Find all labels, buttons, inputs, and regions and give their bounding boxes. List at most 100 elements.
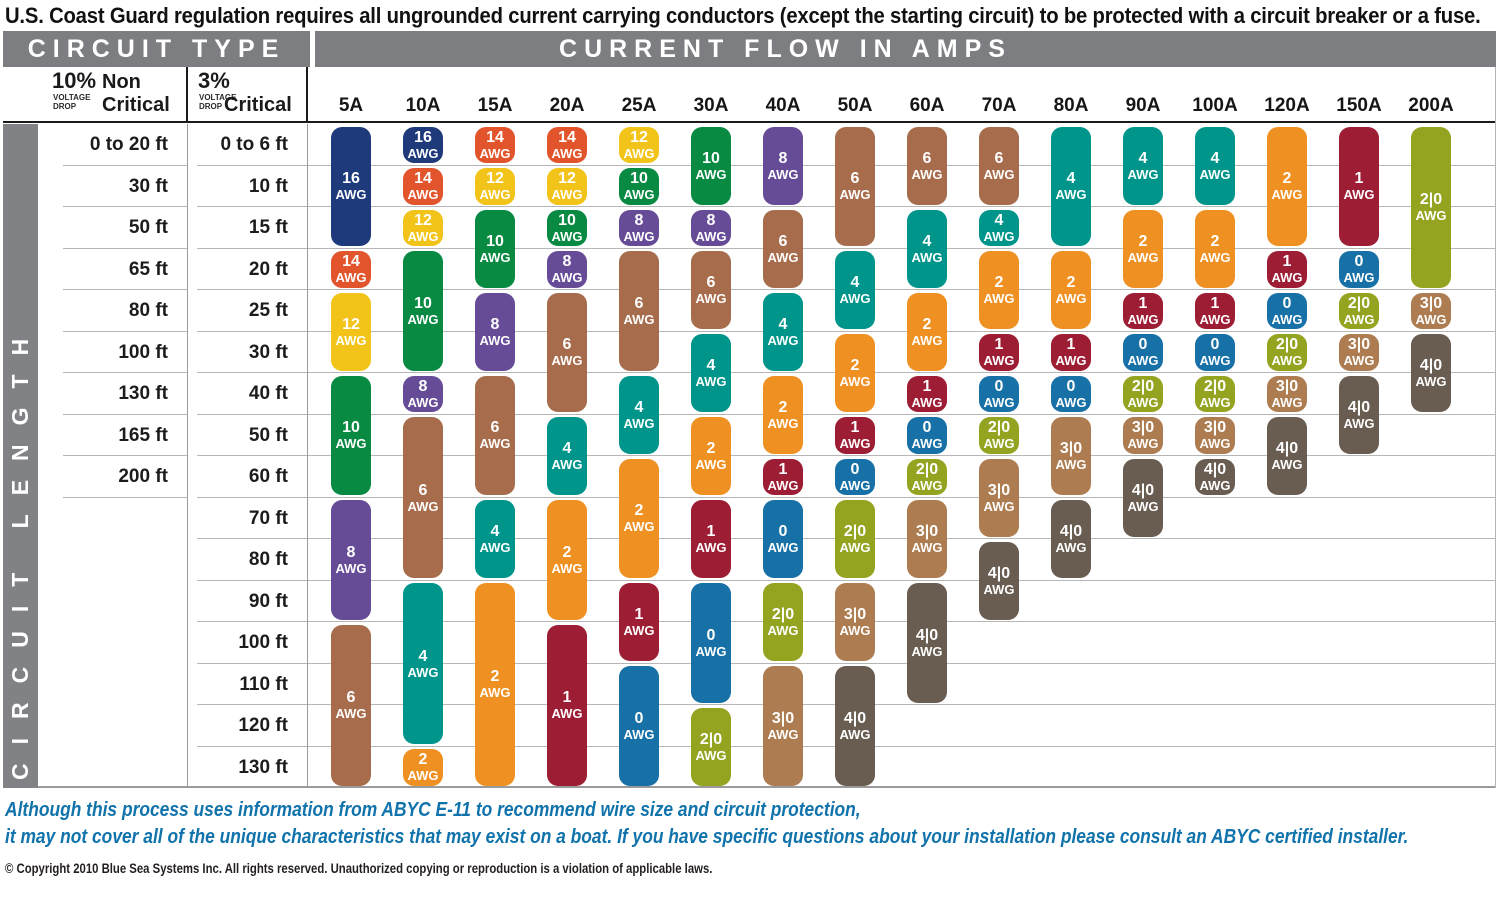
awg-unit-label: AWG	[695, 643, 727, 659]
table-bottom-border	[3, 786, 1496, 788]
amp-column-header: 10A	[405, 95, 441, 116]
awg-unit-label: AWG	[983, 498, 1015, 514]
awg-bar: 0 AWG	[1051, 375, 1091, 412]
awg-unit-label: AWG	[839, 291, 871, 306]
amp-column-header: 80A	[1053, 95, 1089, 116]
awg-unit-label: AWG	[1271, 187, 1303, 203]
awg-unit-label: AWG	[407, 394, 439, 410]
awg-unit-label: AWG	[1343, 353, 1375, 369]
awg-bar: 0 AWG	[907, 417, 947, 454]
awg-size-label: 0	[850, 460, 860, 478]
awg-unit-label: AWG	[695, 374, 727, 389]
awg-size-label: 4|0	[915, 626, 939, 644]
awg-size-label: 8	[706, 211, 716, 229]
awg-bar: 3|0 AWG	[835, 583, 875, 661]
awg-size-label: 3|0	[843, 606, 867, 623]
awg-bar: 4 AWG	[835, 251, 875, 329]
awg-bar: 2|0 AWG	[691, 707, 731, 786]
amp-column-header: 90A	[1125, 95, 1161, 116]
awg-size-label: 12	[558, 170, 576, 188]
awg-size-label: 2|0	[771, 606, 795, 623]
length-label-critical: 120 ft	[238, 715, 288, 736]
awg-unit-label: AWG	[479, 249, 511, 265]
awg-size-label: 2	[490, 668, 500, 686]
awg-bar: 2 AWG	[547, 500, 587, 620]
awg-unit-label: AWG	[1127, 436, 1159, 452]
awg-size-label: 6	[634, 294, 644, 312]
awg-unit-label: AWG	[1127, 498, 1159, 514]
awg-bar: 6 AWG	[403, 417, 443, 578]
awg-bar: 10 AWG	[619, 168, 659, 205]
amp-column-header: 100A	[1192, 95, 1238, 116]
awg-bar: 8 AWG	[475, 292, 515, 371]
length-label-critical: 110 ft	[239, 673, 288, 695]
awg-unit-label: AWG	[1271, 311, 1303, 327]
awg-size-label: 6	[346, 689, 356, 706]
gridline	[197, 538, 307, 539]
awg-unit-label: AWG	[839, 726, 871, 742]
length-label-non-critical: 130 ft	[118, 383, 168, 404]
gridline	[197, 621, 307, 622]
awg-unit-label: AWG	[695, 540, 727, 555]
awg-size-label: 6	[706, 274, 716, 291]
awg-bar: 10 AWG	[403, 251, 443, 371]
awg-unit-label: AWG	[1343, 270, 1375, 286]
awg-size-label: 0	[1210, 336, 1220, 354]
awg-unit-label: AWG	[623, 187, 655, 203]
awg-bar: 4 AWG	[691, 334, 731, 412]
awg-unit-label: AWG	[551, 187, 583, 203]
awg-size-label: 2|0	[1203, 377, 1227, 395]
awg-bar: 2 AWG	[907, 292, 947, 371]
awg-unit-label: AWG	[1055, 353, 1087, 369]
awg-bar: 4|0 AWG	[1339, 375, 1379, 454]
awg-bar: 8 AWG	[691, 209, 731, 246]
awg-bar: 2|0 AWG	[1195, 375, 1235, 412]
awg-unit-label: AWG	[623, 415, 655, 431]
awg-unit-label: AWG	[623, 145, 655, 161]
gridline	[197, 372, 307, 373]
gridline	[63, 248, 187, 249]
awg-size-label: 4	[490, 523, 500, 540]
awg-size-label: 14	[342, 253, 360, 271]
awg-bar: 14 AWG	[475, 126, 515, 163]
awg-bar: 2 AWG	[1195, 209, 1235, 288]
awg-bar: 3|0 AWG	[1123, 417, 1163, 454]
awg-bar: 8 AWG	[619, 209, 659, 246]
footnote-line-2: it may not cover all of the unique chara…	[5, 826, 1409, 848]
footnote-line-1: Although this process uses information f…	[5, 799, 861, 821]
awg-bar: 1 AWG	[907, 375, 947, 412]
amp-column-header: 30A	[693, 95, 729, 116]
length-label-non-critical: 65 ft	[128, 258, 168, 280]
gridline	[197, 455, 307, 456]
awg-size-label: 4	[922, 232, 932, 250]
awg-bar: 3|0 AWG	[1411, 292, 1451, 329]
awg-size-label: 1	[1066, 336, 1076, 354]
awg-unit-label: AWG	[695, 291, 727, 306]
gridline	[308, 206, 1496, 207]
awg-size-label: 0	[634, 709, 644, 727]
length-label-critical: 90 ft	[248, 590, 288, 612]
amp-column-header: 120A	[1264, 95, 1310, 116]
non-critical-label: Non Critical	[102, 71, 170, 116]
gridline	[308, 746, 1496, 747]
awg-bar: 2|0 AWG	[979, 417, 1019, 454]
awg-bar: 0 AWG	[619, 666, 659, 786]
header-bottom-border	[3, 121, 1496, 123]
awg-bar: 2 AWG	[691, 417, 731, 495]
awg-size-label: 3|0	[987, 481, 1011, 499]
awg-bar: 4 AWG	[763, 292, 803, 371]
awg-size-label: 4|0	[1275, 440, 1299, 457]
awg-unit-label: AWG	[839, 623, 871, 638]
awg-unit-label: AWG	[479, 540, 511, 555]
current-flow-label: CURRENT FLOW IN AMPS	[559, 34, 1012, 63]
awg-size-label: 2|0	[1131, 377, 1155, 395]
length-label-critical: 60 ft	[248, 466, 288, 487]
subheader-divider-2	[306, 67, 308, 122]
awg-size-label: 3|0	[771, 709, 795, 727]
awg-bar: 2 AWG	[1267, 126, 1307, 246]
awg-size-label: 6	[994, 149, 1004, 167]
amp-column-header: 50A	[837, 95, 873, 116]
awg-size-label: 12	[414, 211, 432, 229]
circuit-length-label: CIRCUIT LENGTH	[7, 319, 33, 780]
